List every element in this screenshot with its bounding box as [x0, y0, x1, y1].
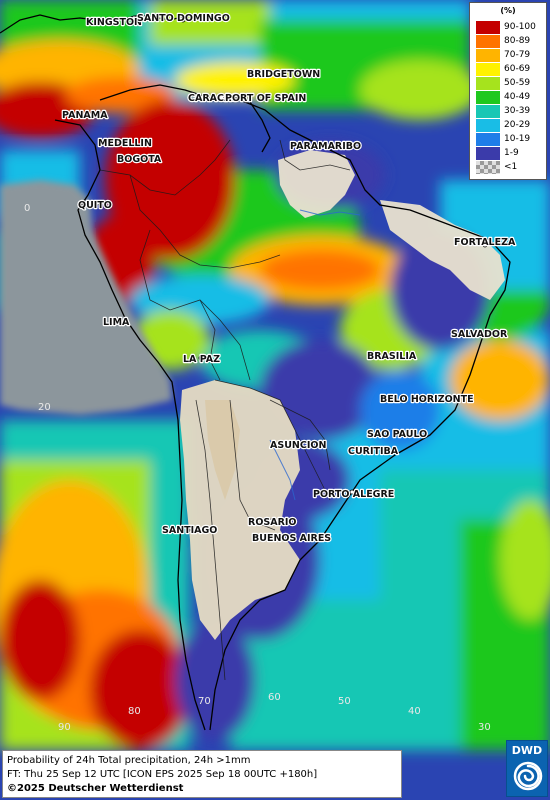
city-label-curitiba: CURITIBA	[348, 446, 399, 457]
grid-labels: 0 20 90 80 70 60 50 40 30	[24, 203, 491, 733]
swirl-icon	[513, 761, 543, 791]
legend-label: 70-79	[504, 50, 531, 60]
lon-label: 70	[198, 696, 211, 707]
city-label-lima: LIMA	[103, 317, 130, 328]
legend-title: (%)	[500, 6, 516, 15]
legend-label: 80-89	[504, 36, 531, 46]
city-label-sao-paulo: SAO PAULO	[367, 429, 427, 440]
legend-item: 10-19	[476, 133, 546, 147]
legend-swatch	[476, 147, 500, 161]
legend-swatch	[476, 49, 500, 63]
legend-swatch	[476, 35, 500, 49]
caption-box: Probability of 24h Total precipitation, …	[2, 750, 402, 798]
lon-label: 40	[408, 706, 421, 717]
lon-label: 80	[128, 706, 141, 717]
city-label-paramaribo: PARAMARIBO	[290, 141, 361, 152]
lon-label: 90	[58, 722, 71, 733]
lat-label: 20	[38, 402, 51, 413]
dwd-logo-text: DWD	[511, 744, 543, 757]
legend-item: 60-69	[476, 63, 546, 77]
lat-label: 0	[24, 203, 30, 214]
rivers	[269, 209, 361, 501]
city-markers	[87, 15, 488, 541]
city-label-kingston: KINGSTON	[86, 17, 142, 28]
legend-item: 90-100	[476, 21, 546, 35]
legend-swatch	[476, 133, 500, 147]
city-label-santiago: SANTIAGO	[162, 525, 217, 536]
caption-forecast-time: FT: Thu 25 Sep 12 UTC [ICON EPS 2025 Sep…	[7, 769, 318, 780]
legend-swatch	[476, 161, 500, 175]
city-label-bogota: BOGOTA	[117, 154, 162, 165]
legend-swatch	[476, 91, 500, 105]
caption-title: Probability of 24h Total precipitation, …	[7, 755, 251, 766]
legend-swatch	[476, 21, 500, 35]
legend-label: 20-29	[504, 120, 531, 130]
city-label-rosario: ROSARIO	[248, 517, 297, 528]
city-label-porto-alegre: PORTO ALEGRE	[313, 489, 394, 500]
legend-label: 50-59	[504, 78, 531, 88]
legend-swatch	[476, 77, 500, 91]
city-labels: KINGSTON SANTO DOMINGO BRIDGETOWN CARACA…	[61, 12, 517, 545]
legend-item: 40-49	[476, 91, 546, 105]
legend-item: 70-79	[476, 49, 546, 63]
coastlines	[0, 14, 511, 731]
legend-item: 1-9	[476, 147, 546, 161]
legend-item: <1	[476, 161, 546, 175]
city-label-port-of-spain: PORT OF SPAIN	[225, 93, 306, 104]
legend-label: 1-9	[504, 148, 519, 158]
legend-item: 30-39	[476, 105, 546, 119]
legend-item: 20-29	[476, 119, 546, 133]
legend: (%) 90-100 80-89 70-79 60-69 50-59 40-49…	[469, 2, 547, 180]
lon-label: 60	[268, 692, 281, 703]
no-data-area	[0, 180, 172, 415]
probability-field	[0, 0, 550, 750]
city-label-belo-horizonte: BELO HORIZONTE	[380, 394, 474, 405]
legend-label: 30-39	[504, 106, 531, 116]
city-label-buenos-aires: BUENOS AIRES	[252, 533, 331, 544]
legend-label: <1	[504, 162, 518, 172]
lon-label: 30	[478, 722, 491, 733]
city-label-quito: QUITO	[78, 200, 112, 211]
land-terrain	[180, 150, 505, 640]
borders	[99, 139, 351, 681]
legend-item: 50-59	[476, 77, 546, 91]
city-label-la-paz: LA PAZ	[183, 354, 220, 365]
city-label-medellin: MEDELLIN	[98, 138, 152, 149]
city-label-santo-domingo: SANTO DOMINGO	[137, 13, 230, 24]
legend-swatch	[476, 63, 500, 77]
legend-label: 60-69	[504, 64, 531, 74]
legend-swatch	[476, 105, 500, 119]
legend-item: 80-89	[476, 35, 546, 49]
legend-label: 10-19	[504, 134, 531, 144]
city-label-caracas: CARACAS	[188, 93, 238, 104]
legend-label: 40-49	[504, 92, 531, 102]
city-label-bridgetown: BRIDGETOWN	[247, 69, 320, 80]
city-label-asuncion: ASUNCION	[270, 440, 326, 451]
legend-swatch	[476, 119, 500, 133]
dwd-logo: DWD	[506, 740, 548, 797]
city-label-fortaleza: FORTALEZA	[454, 237, 516, 248]
city-label-salvador: SALVADOR	[451, 329, 508, 340]
lon-label: 50	[338, 696, 351, 707]
legend-label: 90-100	[504, 22, 536, 32]
city-label-brasilia: BRASILIA	[367, 351, 417, 362]
caption-copyright: ©2025 Deutscher Wetterdienst	[7, 783, 184, 794]
city-label-panama: PANAMA	[62, 110, 108, 121]
